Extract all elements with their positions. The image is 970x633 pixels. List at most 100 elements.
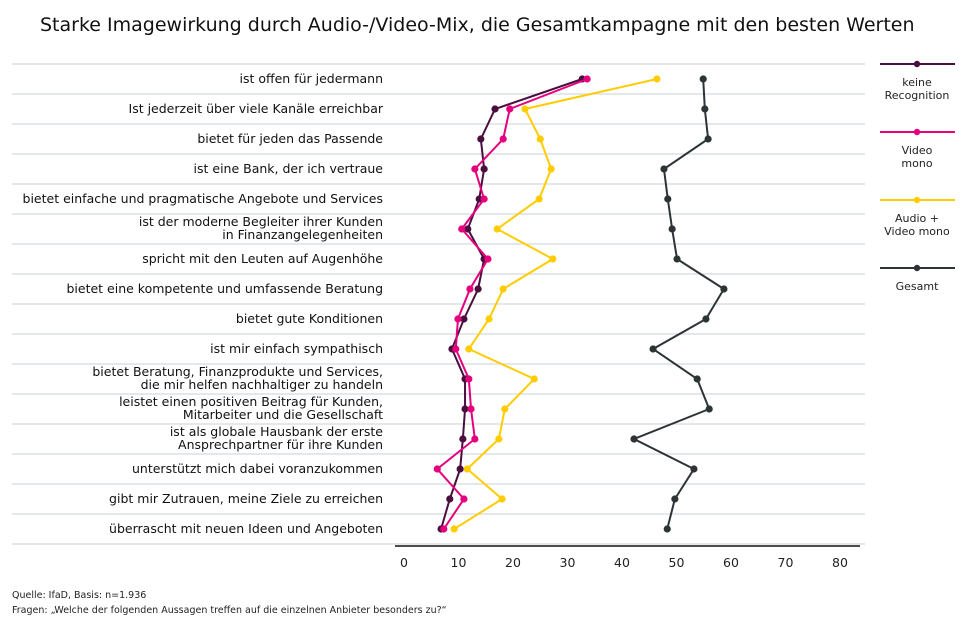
x-tick-label: 30 xyxy=(560,555,576,570)
legend-marker xyxy=(913,128,921,136)
category-label: unterstützt mich dabei voranzukommen xyxy=(132,461,383,476)
legend-label: Video xyxy=(902,144,933,157)
data-point xyxy=(499,135,507,143)
category-label: ist eine Bank, der ich vertraue xyxy=(194,161,384,176)
category-label: bietet eine kompetente und umfassende Be… xyxy=(66,281,383,296)
x-tick-label: 60 xyxy=(723,555,739,570)
legend-label: mono xyxy=(901,157,932,170)
legend-label: keine xyxy=(902,76,932,89)
category-label: überrascht mit neuen Ideen und Angeboten xyxy=(109,521,383,536)
x-tick-label: 80 xyxy=(832,555,848,570)
data-point xyxy=(465,375,473,383)
data-point xyxy=(702,315,710,323)
data-point xyxy=(456,465,464,473)
data-point xyxy=(493,225,501,233)
data-point xyxy=(459,435,467,443)
legend-label: Video mono xyxy=(884,225,950,238)
category-label: leistet einen positiven Beitrag für Kund… xyxy=(119,394,383,409)
category-label: Mitarbeiter und die Gesellschaft xyxy=(183,407,383,422)
data-point xyxy=(720,285,728,293)
category-label: ist offen für jedermann xyxy=(239,71,383,86)
data-point xyxy=(463,465,471,473)
category-label: in Finanzangelegenheiten xyxy=(222,227,383,242)
data-point xyxy=(663,525,671,533)
source-note: Quelle: IfaD, Basis: n=1.936 xyxy=(12,590,147,601)
data-point xyxy=(460,315,468,323)
data-point xyxy=(649,345,657,353)
data-point xyxy=(440,525,448,533)
data-point xyxy=(705,405,713,413)
data-point xyxy=(465,345,473,353)
data-point xyxy=(699,75,707,83)
data-point xyxy=(466,285,474,293)
data-point xyxy=(446,495,454,503)
legend-marker xyxy=(913,264,921,272)
legend-marker xyxy=(913,196,921,204)
category-label: gibt mir Zutrauen, meine Ziele zu erreic… xyxy=(109,491,383,506)
data-point xyxy=(477,135,485,143)
category-label: bietet für jeden das Passende xyxy=(197,131,383,146)
data-point xyxy=(499,285,507,293)
x-tick-label: 0 xyxy=(400,555,408,570)
series-line xyxy=(631,78,726,530)
data-point xyxy=(480,195,488,203)
data-point xyxy=(464,225,472,233)
category-label: die mir helfen nachhaltiger zu handeln xyxy=(141,377,383,392)
data-point xyxy=(673,255,681,263)
x-tick-label: 10 xyxy=(451,555,467,570)
x-tick-label: 50 xyxy=(669,555,685,570)
data-point xyxy=(521,105,529,113)
category-label: ist als globale Hausbank der erste xyxy=(170,424,383,439)
data-point xyxy=(501,405,509,413)
data-point xyxy=(660,165,668,173)
question-note: Fragen: „Welche der folgenden Aussagen t… xyxy=(12,605,447,616)
data-point xyxy=(454,315,462,323)
series-line xyxy=(453,78,658,530)
data-point xyxy=(693,375,701,383)
series-line xyxy=(440,78,583,530)
category-label: ist der moderne Begleiter ihrer Kunden xyxy=(139,214,383,229)
data-point xyxy=(664,195,672,203)
data-point xyxy=(495,435,503,443)
data-point xyxy=(491,105,499,113)
data-point xyxy=(467,405,475,413)
data-point xyxy=(471,435,479,443)
x-tick-label: 40 xyxy=(614,555,630,570)
data-point xyxy=(452,345,460,353)
data-point xyxy=(485,315,493,323)
data-point xyxy=(671,495,679,503)
chart-title: Starke Imagewirkung durch Audio-/Video-M… xyxy=(40,14,915,36)
x-tick-label: 20 xyxy=(505,555,521,570)
data-point xyxy=(690,465,698,473)
category-label: ist mir einfach sympathisch xyxy=(210,341,383,356)
x-tick-label: 70 xyxy=(778,555,794,570)
data-point xyxy=(668,225,676,233)
data-point xyxy=(701,105,709,113)
data-point xyxy=(450,525,458,533)
data-point xyxy=(498,495,506,503)
data-point xyxy=(630,435,638,443)
data-point xyxy=(506,105,514,113)
data-point xyxy=(549,255,557,263)
legend-label: Audio + xyxy=(895,212,939,225)
data-point xyxy=(461,405,469,413)
category-label: Ist jederzeit über viele Kanäle erreichb… xyxy=(129,101,384,116)
category-label: bietet einfache und pragmatische Angebot… xyxy=(23,191,383,206)
data-point xyxy=(480,165,488,173)
legend-label: Recognition xyxy=(885,89,950,102)
data-point xyxy=(547,165,555,173)
data-point xyxy=(535,195,543,203)
series-line xyxy=(435,78,588,530)
data-point xyxy=(583,75,591,83)
data-point xyxy=(460,495,468,503)
legend-label: Gesamt xyxy=(896,280,939,293)
data-point xyxy=(653,75,661,83)
data-point xyxy=(530,375,538,383)
data-point xyxy=(458,225,466,233)
data-point xyxy=(704,135,712,143)
category-label: spricht mit den Leuten auf Augenhöhe xyxy=(142,251,383,266)
legend-marker xyxy=(913,60,921,68)
data-point xyxy=(471,165,479,173)
